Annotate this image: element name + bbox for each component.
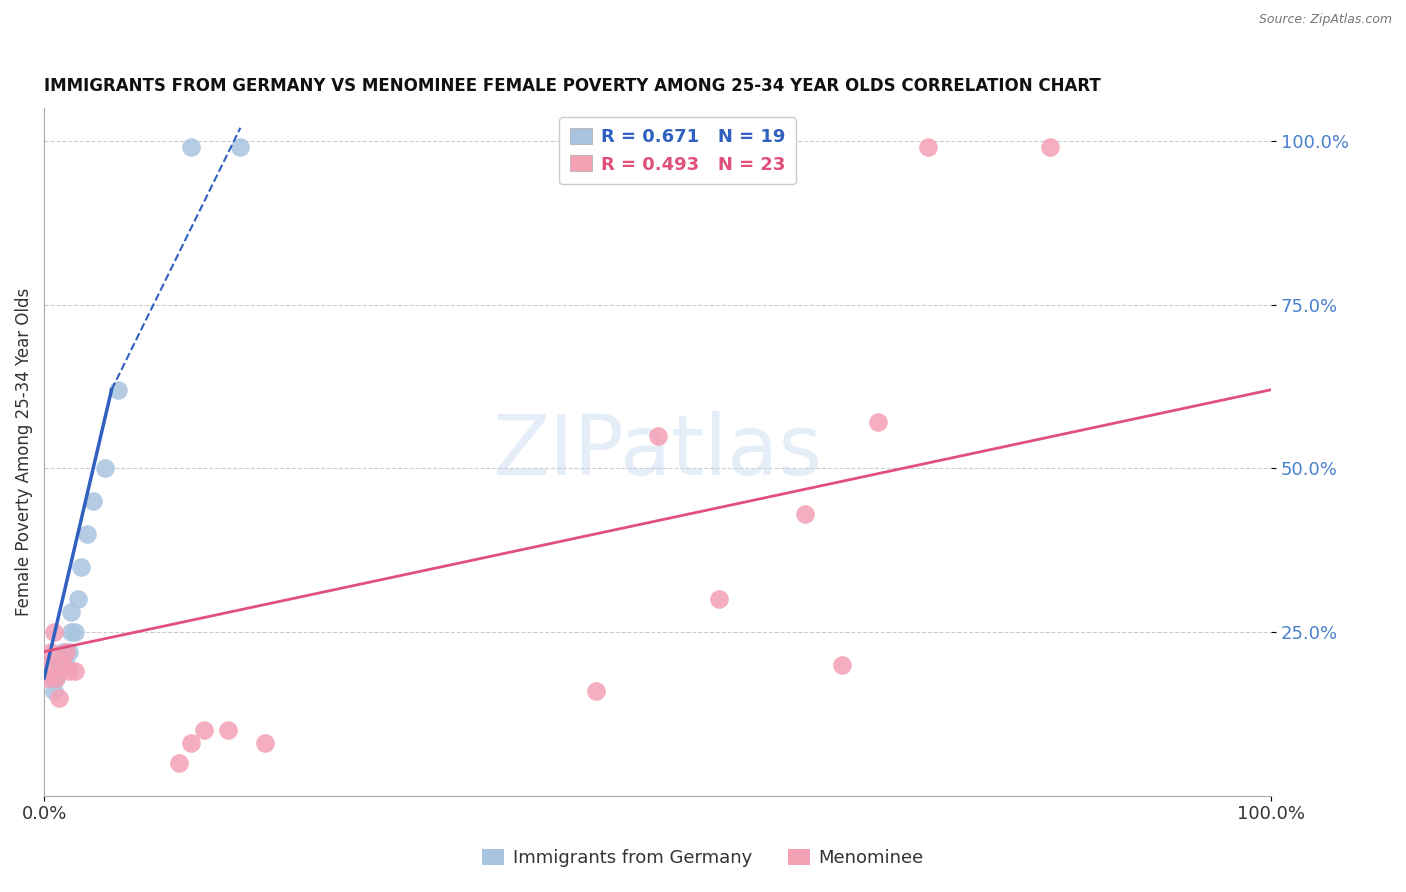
Point [63, 625, 86, 640]
Point [707, 592, 730, 607]
Point [51, 657, 73, 672]
Point [45, 671, 67, 685]
Legend: R = 0.671   N = 19, R = 0.493   N = 23: R = 0.671 N = 19, R = 0.493 N = 23 [560, 117, 796, 185]
Point [60, 625, 83, 640]
Point [917, 140, 939, 154]
Point [63, 665, 86, 679]
Point [55, 645, 77, 659]
Point [48, 657, 70, 672]
Point [82, 494, 104, 508]
Point [37, 671, 59, 685]
Point [60, 606, 83, 620]
Point [180, 140, 202, 154]
Point [51, 645, 73, 659]
Point [42, 684, 65, 698]
Y-axis label: Female Poverty Among 25-34 Year Olds: Female Poverty Among 25-34 Year Olds [15, 288, 32, 616]
Point [253, 736, 276, 750]
Text: IMMIGRANTS FROM GERMANY VS MENOMINEE FEMALE POVERTY AMONG 25-34 YEAR OLDS CORREL: IMMIGRANTS FROM GERMANY VS MENOMINEE FEM… [44, 78, 1101, 95]
Point [41, 645, 63, 659]
Point [107, 383, 129, 397]
Point [58, 645, 80, 659]
Point [1039, 140, 1062, 154]
Point [58, 665, 80, 679]
Point [76, 526, 98, 541]
Point [193, 723, 215, 738]
Point [67, 592, 90, 607]
Point [868, 416, 890, 430]
Point [39, 657, 62, 672]
Point [793, 507, 815, 521]
Point [229, 140, 252, 154]
Point [585, 684, 607, 698]
Point [167, 756, 190, 770]
Point [48, 690, 70, 705]
Text: Source: ZipAtlas.com: Source: ZipAtlas.com [1258, 13, 1392, 27]
Point [42, 625, 65, 640]
Point [39, 671, 62, 685]
Point [55, 657, 77, 672]
Point [647, 428, 669, 442]
Point [180, 736, 202, 750]
Point [217, 723, 239, 738]
Point [94, 461, 117, 475]
Point [70, 559, 93, 574]
Point [51, 657, 73, 672]
Legend: Immigrants from Germany, Menominee: Immigrants from Germany, Menominee [475, 841, 931, 874]
Point [45, 671, 67, 685]
Text: ZIPatlas: ZIPatlas [492, 411, 823, 492]
Point [831, 657, 853, 672]
